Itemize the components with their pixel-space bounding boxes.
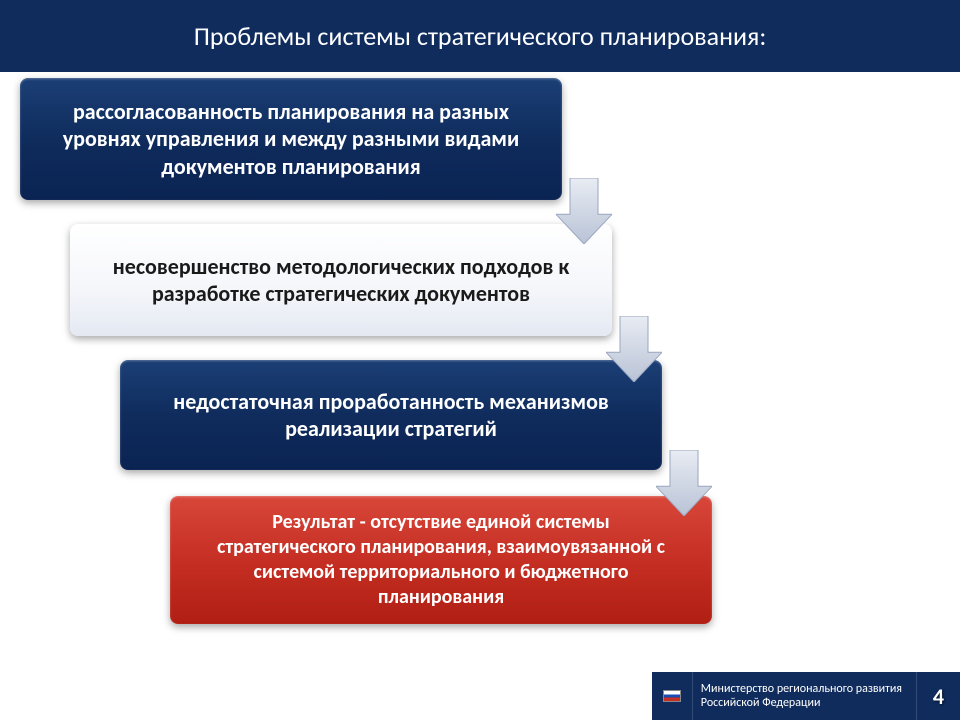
problem-box-1: рассогласованность планирования на разны… (20, 78, 562, 200)
down-arrow-icon (656, 450, 712, 516)
title-bar: Проблемы системы стратегического планиро… (0, 0, 960, 72)
down-arrow-icon (556, 178, 612, 244)
problem-box-2: несовершенство методологических подходов… (70, 224, 612, 336)
page-title: Проблемы системы стратегического планиро… (194, 20, 767, 52)
ministry-label: Министерство регионального развития Росс… (692, 672, 916, 720)
problem-box-4: Результат - отсутствие единой системы ст… (170, 496, 712, 624)
problem-box-text: несовершенство методологических подходов… (106, 253, 576, 308)
footer: Министерство регионального развития Росс… (652, 672, 960, 720)
content-area: рассогласованность планирования на разны… (0, 72, 960, 670)
emblem-icon (652, 672, 692, 720)
ministry-line1: Министерство регионального развития (701, 682, 902, 696)
problem-box-text: недостаточная проработанность механизмов… (156, 388, 626, 443)
problem-box-text: Результат - отсутствие единой системы ст… (206, 510, 676, 610)
page-number: 4 (916, 672, 960, 720)
ministry-line2: Российской Федерации (701, 696, 821, 710)
problem-box-3: недостаточная проработанность механизмов… (120, 360, 662, 470)
problem-box-text: рассогласованность планирования на разны… (56, 98, 526, 181)
down-arrow-icon (606, 316, 662, 382)
